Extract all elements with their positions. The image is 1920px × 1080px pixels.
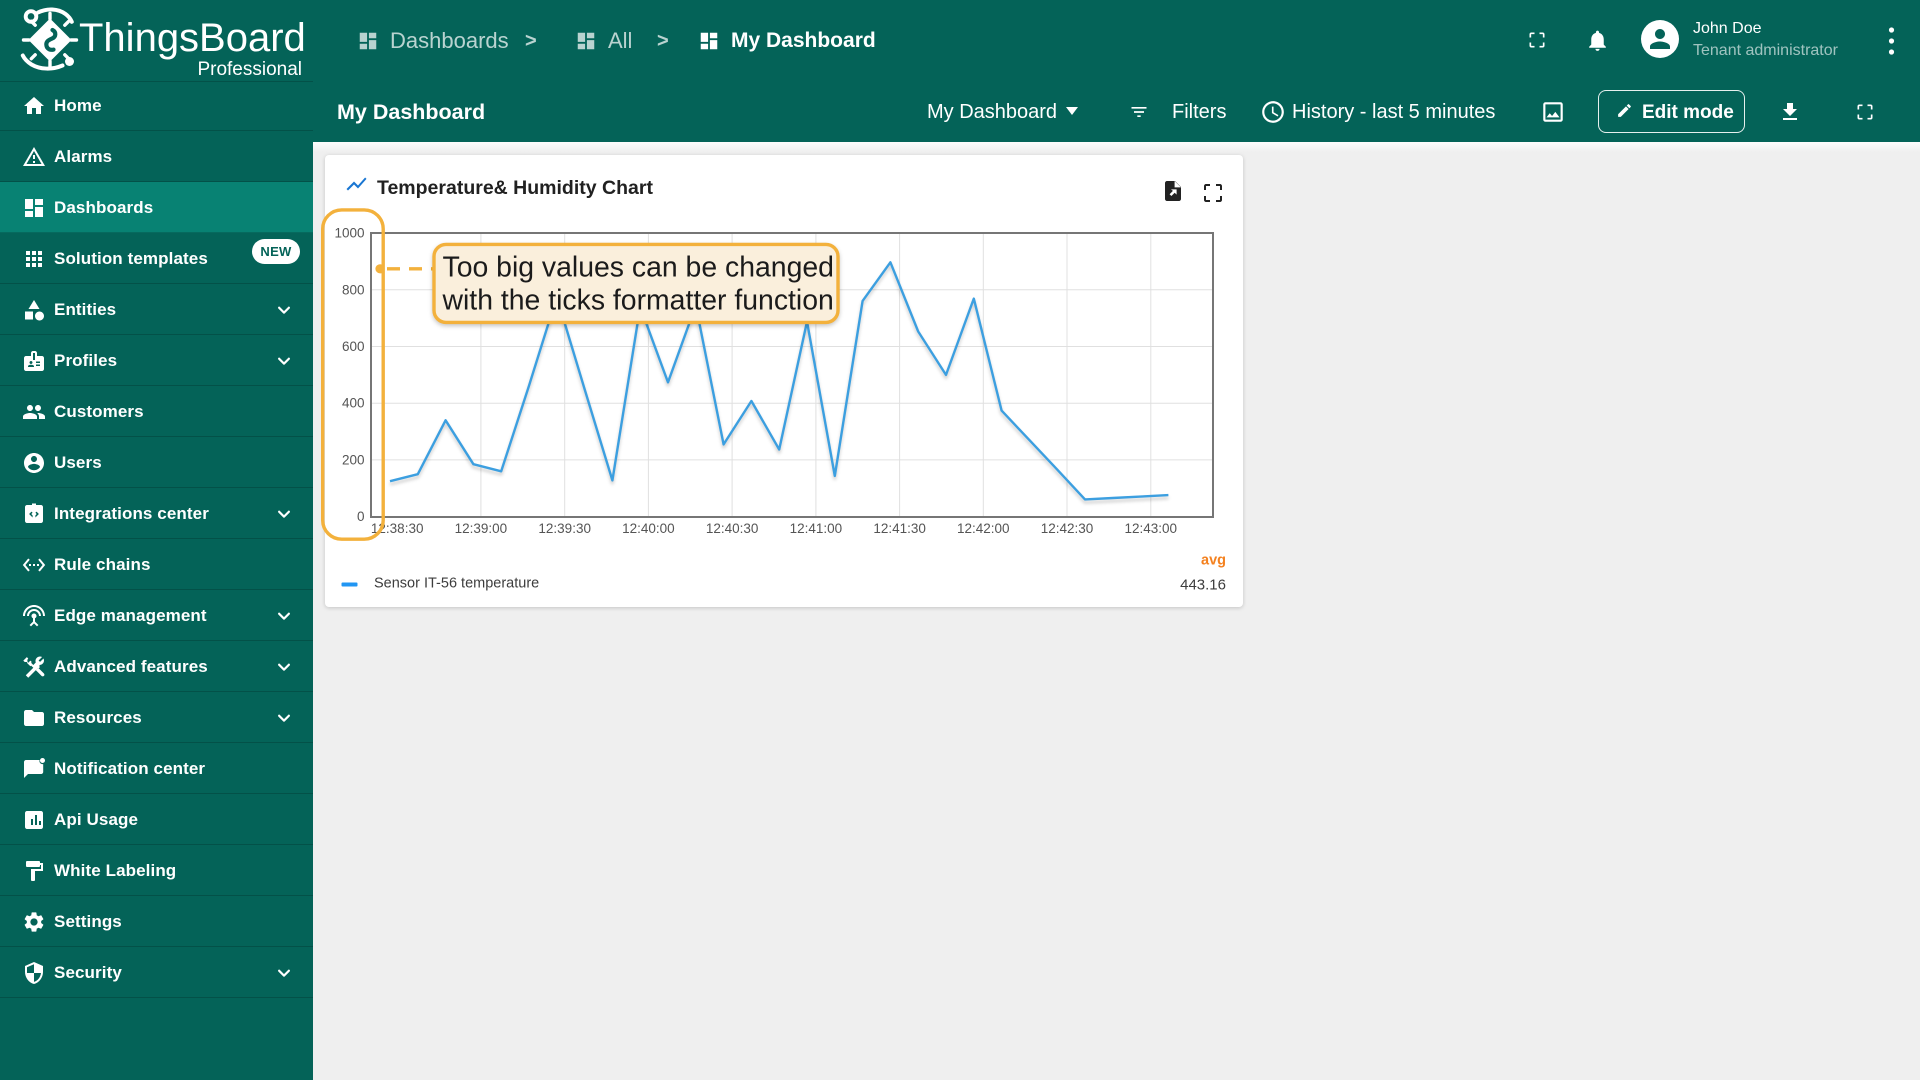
svg-text:1000: 1000 [334, 226, 364, 241]
svg-text:12:39:00: 12:39:00 [455, 521, 508, 536]
svg-text:avg: avg [1201, 553, 1226, 569]
svg-text:12:40:30: 12:40:30 [706, 521, 759, 536]
svg-text:12:43:00: 12:43:00 [1125, 521, 1178, 536]
svg-text:200: 200 [342, 452, 365, 467]
svg-text:12:41:30: 12:41:30 [873, 521, 926, 536]
svg-text:443.16: 443.16 [1180, 577, 1226, 594]
svg-text:with the ticks formatter funct: with the ticks formatter function [442, 285, 834, 317]
svg-text:400: 400 [342, 396, 365, 411]
svg-text:12:41:00: 12:41:00 [790, 521, 843, 536]
svg-text:12:39:30: 12:39:30 [538, 521, 591, 536]
svg-text:800: 800 [342, 282, 365, 297]
svg-text:Too big values can be changed: Too big values can be changed [443, 252, 834, 284]
svg-text:Sensor IT-56 temperature: Sensor IT-56 temperature [374, 576, 539, 592]
svg-text:0: 0 [357, 509, 365, 524]
svg-text:12:42:00: 12:42:00 [957, 521, 1010, 536]
svg-text:12:40:00: 12:40:00 [622, 521, 675, 536]
svg-text:12:42:30: 12:42:30 [1041, 521, 1094, 536]
svg-text:Temperature& Humidity Chart: Temperature& Humidity Chart [377, 177, 653, 199]
svg-text:600: 600 [342, 339, 365, 354]
